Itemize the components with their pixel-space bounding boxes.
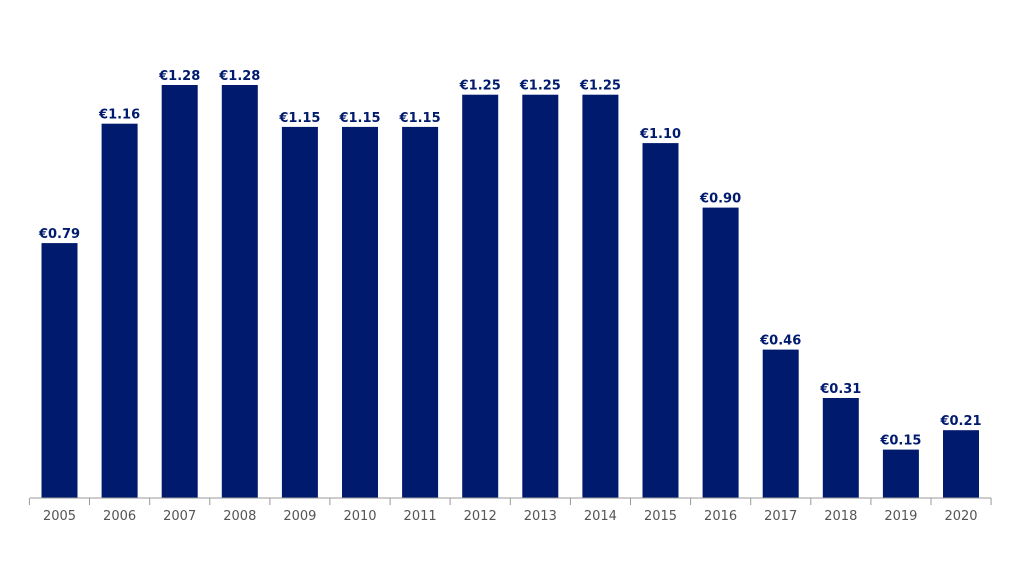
data-label-2014: €1.25 — [579, 79, 621, 94]
x-tick-label-2014: 2014 — [584, 509, 617, 524]
x-tick-label-2015: 2015 — [644, 509, 677, 524]
x-tick-label-2013: 2013 — [524, 509, 557, 524]
bars-layer — [41, 85, 979, 499]
data-label-2016: €0.90 — [699, 192, 741, 207]
bar-2009 — [281, 126, 318, 499]
bar-2006 — [101, 123, 138, 498]
x-tick-label-2018: 2018 — [824, 509, 857, 524]
bar-2015 — [642, 143, 679, 498]
bar-2014 — [582, 94, 619, 498]
bar-2017 — [762, 349, 799, 498]
data-label-2006: €1.16 — [98, 108, 140, 123]
data-label-2018: €0.31 — [819, 382, 861, 397]
bar-2013 — [522, 94, 559, 498]
x-tick-label-2007: 2007 — [163, 509, 196, 524]
data-label-2010: €1.15 — [338, 111, 380, 126]
bar-2020 — [943, 430, 979, 498]
bar-2010 — [342, 126, 378, 499]
bar-2011 — [402, 126, 439, 499]
bar-2019 — [882, 449, 919, 498]
x-tick-label-2016: 2016 — [704, 509, 737, 524]
bar-2018 — [822, 398, 859, 498]
bar-2016 — [702, 207, 739, 498]
data-label-2012: €1.25 — [459, 79, 501, 94]
data-labels-layer: €0.79 €1.16 €1.28 €1.28 €1.15 €1.15 €1.15 €1.25… — [38, 69, 982, 449]
bar-2007 — [161, 85, 198, 498]
bar-2008 — [221, 85, 258, 498]
bar-2005 — [41, 243, 78, 498]
data-label-2013: €1.25 — [519, 79, 561, 94]
x-tick-label-2017: 2017 — [764, 509, 797, 524]
x-tick-label-2005: 2005 — [43, 509, 76, 524]
x-axis: 2005 2006 2007 2008 2009 2010 2011 2012 2013 2014… — [28, 497, 992, 524]
data-label-2019: €0.15 — [879, 434, 921, 449]
x-tick-label-2012: 2012 — [464, 509, 497, 524]
data-label-2020: €0.21 — [939, 414, 981, 429]
data-label-2007: €1.28 — [158, 69, 200, 84]
x-tick-label-2011: 2011 — [404, 509, 437, 524]
bar-2012 — [462, 94, 499, 498]
data-label-2005: €0.79 — [38, 227, 80, 242]
x-tick-label-2009: 2009 — [283, 509, 316, 524]
data-label-2009: €1.15 — [278, 111, 320, 126]
data-label-2008: €1.28 — [218, 69, 260, 84]
x-tick-label-2006: 2006 — [103, 509, 136, 524]
data-label-2015: €1.10 — [639, 127, 681, 142]
x-tick-label-2010: 2010 — [343, 509, 376, 524]
data-label-2011: €1.15 — [399, 111, 441, 126]
x-tick-label-2008: 2008 — [223, 509, 256, 524]
x-tick-label-2019: 2019 — [884, 509, 917, 524]
x-tick-label-2020: 2020 — [944, 509, 977, 524]
data-label-2017: €0.46 — [759, 334, 801, 349]
